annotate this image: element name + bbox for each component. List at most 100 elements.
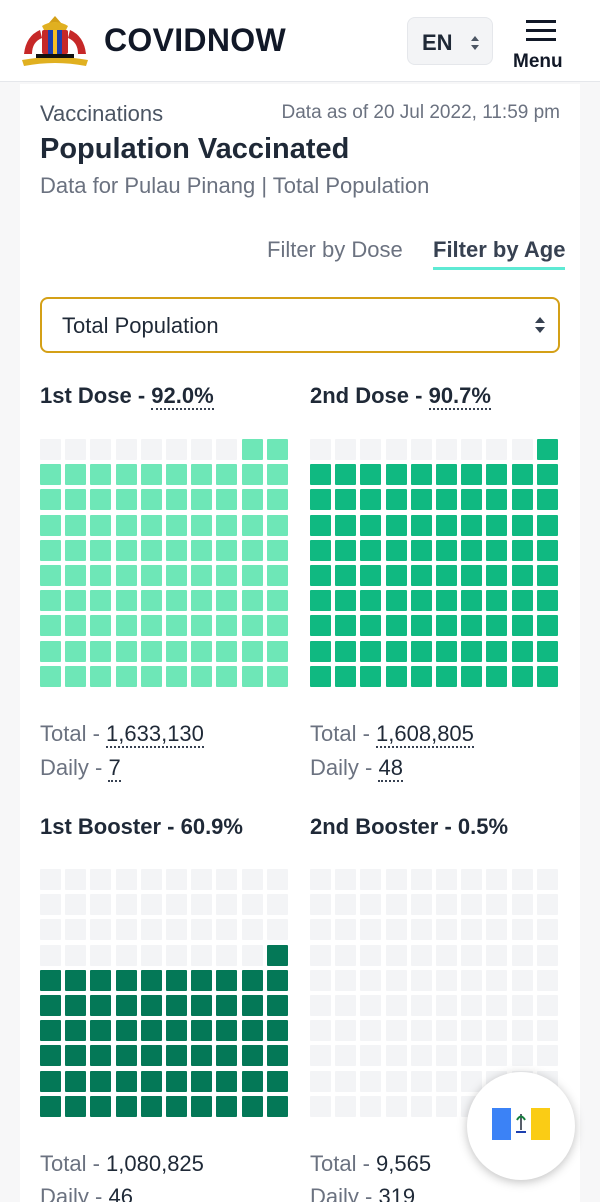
waffle-cell bbox=[536, 565, 558, 586]
waffle-cell bbox=[360, 665, 382, 687]
coat-of-arms-logo-icon[interactable] bbox=[18, 14, 92, 68]
dose-title-2nd-booster: 2nd Booster - 0.5% bbox=[310, 814, 508, 840]
waffle-cell bbox=[360, 869, 382, 890]
waffle-cell bbox=[436, 919, 457, 941]
data-timestamp: Data as of 20 Jul 2022, 11:59 pm bbox=[281, 102, 561, 123]
waffle-cell bbox=[410, 464, 432, 486]
waffle-cell bbox=[90, 1020, 112, 1042]
waffle-cell bbox=[360, 1045, 382, 1067]
waffle-cell bbox=[410, 439, 432, 460]
waffle-cell bbox=[266, 489, 288, 511]
dose-percentage[interactable]: 92.0% bbox=[151, 383, 214, 410]
waffle-cell bbox=[191, 565, 213, 586]
waffle-cell bbox=[216, 1095, 238, 1117]
waffle-cell bbox=[115, 464, 137, 486]
brand-title[interactable]: COVIDNOW bbox=[104, 22, 286, 58]
language-select[interactable]: EN bbox=[407, 17, 493, 65]
waffle-cell bbox=[241, 969, 263, 991]
waffle-cell bbox=[65, 464, 87, 486]
waffle-cell bbox=[140, 539, 162, 561]
waffle-cell bbox=[40, 489, 61, 511]
waffle-cell bbox=[461, 539, 483, 561]
menu-button[interactable]: Menu bbox=[510, 14, 572, 74]
waffle-cell bbox=[90, 514, 112, 536]
waffle-cell bbox=[486, 640, 508, 662]
waffle-cell bbox=[266, 894, 288, 916]
dose-percentage[interactable]: 90.7% bbox=[428, 383, 491, 410]
waffle-cell bbox=[310, 1095, 331, 1117]
waffle-cell bbox=[266, 590, 288, 612]
waffle-cell bbox=[410, 1070, 432, 1092]
waffle-cell bbox=[310, 1070, 331, 1092]
waffle-cell bbox=[461, 489, 483, 511]
waffle-cell bbox=[115, 969, 137, 991]
total-label: Total - bbox=[40, 721, 107, 746]
tab-filter-by-age[interactable]: Filter by Age bbox=[433, 237, 566, 270]
waffle-cell bbox=[166, 1070, 187, 1092]
waffle-cell bbox=[511, 894, 533, 916]
waffle-cell bbox=[385, 590, 407, 612]
waffle-cell bbox=[40, 539, 61, 561]
daily-value[interactable]: 7 bbox=[108, 755, 121, 782]
waffle-cell bbox=[436, 894, 457, 916]
waffle-cell bbox=[335, 1020, 357, 1042]
state-flag-button[interactable] bbox=[467, 1072, 575, 1180]
population-select[interactable]: Total Population bbox=[40, 297, 560, 353]
waffle-cell bbox=[191, 919, 213, 941]
daily-value[interactable]: 48 bbox=[378, 755, 403, 782]
waffle-cell bbox=[461, 565, 483, 586]
waffle-cell bbox=[511, 439, 533, 460]
language-value: EN bbox=[422, 30, 453, 55]
waffle-cell bbox=[335, 439, 357, 460]
waffle-cell bbox=[310, 1045, 331, 1067]
waffle-cell bbox=[241, 894, 263, 916]
waffle-cell bbox=[461, 1045, 483, 1067]
waffle-cell bbox=[115, 869, 137, 890]
waffle-cell bbox=[40, 640, 61, 662]
waffle-cell bbox=[511, 514, 533, 536]
waffle-cell bbox=[461, 615, 483, 637]
dose-percentage: 0.5% bbox=[457, 814, 509, 839]
waffle-cell bbox=[385, 919, 407, 941]
waffle-cell bbox=[461, 439, 483, 460]
waffle-cell bbox=[461, 640, 483, 662]
waffle-cell bbox=[385, 869, 407, 890]
waffle-cell bbox=[310, 944, 331, 966]
waffle-cell bbox=[511, 1045, 533, 1067]
waffle-cell bbox=[310, 439, 331, 460]
waffle-cell bbox=[140, 894, 162, 916]
waffle-cell bbox=[410, 969, 432, 991]
waffle-cell bbox=[266, 665, 288, 687]
waffle-cell bbox=[241, 464, 263, 486]
waffle-cell bbox=[436, 1045, 457, 1067]
waffle-cell bbox=[410, 894, 432, 916]
waffle-cell bbox=[241, 1045, 263, 1067]
waffle-cell bbox=[115, 565, 137, 586]
waffle-cell bbox=[191, 464, 213, 486]
waffle-cell bbox=[115, 919, 137, 941]
total-value[interactable]: 1,608,805 bbox=[376, 721, 474, 748]
waffle-cell bbox=[191, 640, 213, 662]
waffle-cell bbox=[140, 615, 162, 637]
waffle-cell bbox=[191, 894, 213, 916]
waffle-cell bbox=[536, 995, 558, 1016]
waffle-cell bbox=[385, 665, 407, 687]
waffle-cell bbox=[115, 665, 137, 687]
waffle-cell bbox=[115, 514, 137, 536]
total-value[interactable]: 1,633,130 bbox=[106, 721, 204, 748]
total-label: Total - bbox=[310, 1151, 377, 1176]
daily-label: Daily - bbox=[40, 1184, 109, 1202]
waffle-cell bbox=[461, 919, 483, 941]
waffle-cell bbox=[385, 615, 407, 637]
waffle-cell bbox=[216, 869, 238, 890]
waffle-cell bbox=[486, 869, 508, 890]
waffle-cell bbox=[385, 514, 407, 536]
waffle-cell bbox=[335, 969, 357, 991]
waffle-cell bbox=[436, 489, 457, 511]
waffle-cell bbox=[90, 894, 112, 916]
daily-value: 46 bbox=[108, 1184, 133, 1202]
waffle-cell bbox=[90, 590, 112, 612]
waffle-cell bbox=[90, 969, 112, 991]
tab-filter-by-dose[interactable]: Filter by Dose bbox=[267, 237, 403, 262]
waffle-cell bbox=[266, 439, 288, 460]
